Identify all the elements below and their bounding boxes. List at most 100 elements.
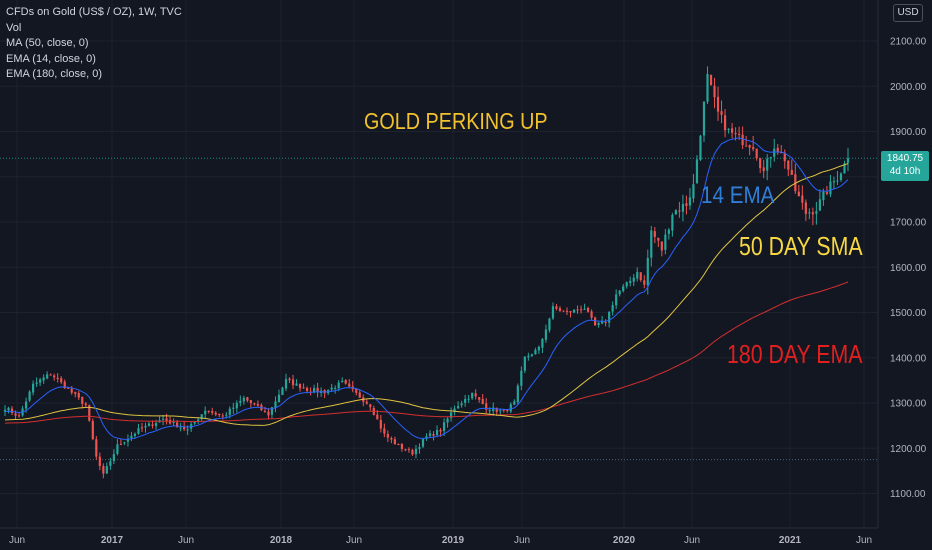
candle bbox=[277, 389, 281, 403]
candle bbox=[165, 413, 168, 425]
candle-body bbox=[421, 439, 425, 447]
candle bbox=[716, 86, 720, 121]
candle-body bbox=[611, 305, 614, 312]
x-tick-label: 2021 bbox=[779, 535, 802, 546]
candle bbox=[752, 135, 755, 152]
candle bbox=[625, 281, 628, 289]
candle-body bbox=[383, 428, 386, 434]
candle-body bbox=[432, 434, 435, 436]
candle-body bbox=[81, 396, 84, 404]
candle-body bbox=[829, 181, 832, 195]
candle-body bbox=[348, 383, 351, 387]
candle-body bbox=[204, 410, 207, 415]
candle bbox=[316, 382, 319, 398]
candle-body bbox=[481, 398, 484, 405]
symbol-title[interactable]: CFDs on Gold (US$ / OZ), 1W, TVC bbox=[6, 6, 182, 18]
candle bbox=[323, 389, 326, 399]
candle bbox=[836, 171, 839, 186]
candle-body bbox=[274, 401, 277, 409]
candle-body bbox=[330, 387, 333, 390]
candle bbox=[590, 309, 593, 320]
candle-body bbox=[24, 401, 28, 409]
candle bbox=[102, 463, 105, 479]
x-tick-label: 2020 bbox=[613, 535, 636, 546]
candle-body bbox=[815, 211, 818, 214]
candle-body bbox=[734, 133, 737, 135]
candle bbox=[632, 274, 635, 287]
candle bbox=[639, 272, 642, 282]
candle bbox=[407, 447, 411, 453]
candle bbox=[35, 377, 38, 387]
candle-body bbox=[305, 387, 309, 391]
candle bbox=[457, 401, 460, 410]
candle-body bbox=[411, 450, 414, 455]
candle bbox=[28, 390, 31, 402]
candle bbox=[611, 301, 614, 316]
candle bbox=[74, 391, 77, 398]
candle-body bbox=[35, 382, 38, 384]
candle-body bbox=[88, 405, 91, 421]
candle bbox=[576, 305, 579, 314]
candle bbox=[414, 444, 418, 459]
candle bbox=[541, 337, 544, 354]
candle-body bbox=[601, 321, 604, 324]
candle bbox=[597, 322, 600, 328]
candle-body bbox=[822, 191, 825, 201]
candle-body bbox=[144, 425, 147, 428]
candle bbox=[81, 396, 84, 409]
candle bbox=[467, 394, 470, 403]
candle bbox=[341, 377, 344, 383]
candle bbox=[481, 393, 484, 405]
candle-body bbox=[67, 387, 70, 389]
legend-ema180[interactable]: EMA (180, close, 0) bbox=[6, 68, 102, 80]
candle bbox=[660, 241, 663, 257]
candle-body bbox=[393, 439, 396, 445]
candle-body bbox=[530, 354, 533, 357]
candle bbox=[565, 307, 569, 315]
candle bbox=[109, 457, 112, 470]
candle bbox=[95, 435, 98, 460]
candle bbox=[667, 227, 670, 240]
candle bbox=[123, 441, 126, 446]
candle-body bbox=[773, 148, 776, 157]
candle bbox=[516, 383, 519, 405]
candle-body bbox=[439, 430, 442, 432]
x-tick-label: Jun bbox=[9, 535, 25, 546]
candle-body bbox=[695, 159, 699, 184]
candle bbox=[492, 402, 495, 416]
candle bbox=[425, 433, 428, 441]
legend-ma50[interactable]: MA (50, close, 0) bbox=[6, 37, 89, 49]
candle-body bbox=[808, 212, 811, 214]
candle bbox=[843, 160, 846, 174]
currency-button[interactable]: USD bbox=[893, 4, 923, 22]
candle-body bbox=[168, 419, 172, 424]
candle bbox=[534, 347, 537, 355]
candle-body bbox=[674, 210, 677, 215]
candle-body bbox=[699, 135, 702, 160]
x-tick-label: Jun bbox=[178, 535, 194, 546]
candle-body bbox=[474, 393, 477, 397]
candle-body bbox=[492, 407, 495, 411]
candle bbox=[309, 387, 312, 396]
candle bbox=[362, 394, 365, 407]
grid bbox=[0, 0, 878, 528]
candle-body bbox=[133, 433, 137, 436]
candle-body bbox=[60, 378, 63, 383]
candle-body bbox=[643, 280, 646, 285]
candle bbox=[442, 418, 446, 437]
candle-body bbox=[386, 434, 389, 438]
candle-body bbox=[657, 237, 660, 241]
candle bbox=[126, 434, 130, 447]
candle bbox=[161, 414, 165, 426]
candle bbox=[709, 74, 713, 86]
legend-volume[interactable]: Vol bbox=[6, 21, 22, 34]
candle bbox=[787, 159, 790, 177]
candle bbox=[288, 377, 291, 384]
legend-ema14[interactable]: EMA (14, close, 0) bbox=[6, 52, 96, 65]
candle-body bbox=[590, 311, 593, 318]
candle-body bbox=[277, 394, 281, 403]
candle-body bbox=[706, 73, 709, 102]
candle-body bbox=[313, 388, 316, 393]
candle-body bbox=[3, 409, 7, 412]
